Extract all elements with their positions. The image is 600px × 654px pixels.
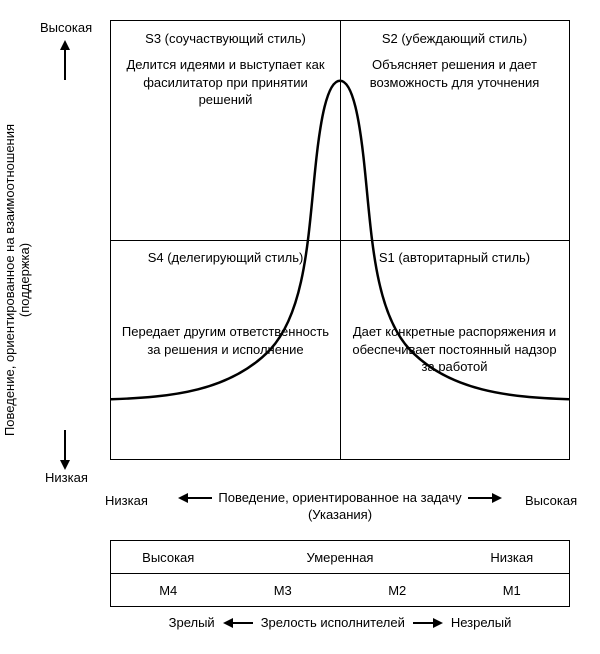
maturity-table: Высокая Умеренная Низкая M4 M3 M2 M1 <box>110 540 570 607</box>
arrow-down-icon <box>58 430 72 470</box>
quadrant-matrix: S3 (соучаствующий стиль) Делится идеями … <box>110 20 570 460</box>
s2-title: S2 (убеждающий стиль) <box>350 31 559 46</box>
maturity-table-data-row: M4 M3 M2 M1 <box>111 573 569 606</box>
y-axis-title-line1: Поведение, ориентированное на взаимоотно… <box>2 124 17 436</box>
x-axis-title-line2: (Указания) <box>110 507 570 522</box>
maturity-cell: M3 <box>226 583 341 598</box>
arrow-right-icon <box>413 617 443 629</box>
s3-desc: Делится идеями и выступает как фасилитат… <box>121 56 330 109</box>
quadrant-s3: S3 (соучаствующий стиль) Делится идеями … <box>111 21 340 240</box>
y-axis-low-label: Низкая <box>45 470 88 485</box>
y-axis-high-label: Высокая <box>40 20 92 35</box>
y-axis-title-line2: (поддержка) <box>17 243 32 317</box>
maturity-header: Умеренная <box>226 550 455 565</box>
quadrant-s1: S1 (авторитарный стиль) Дает конкретные … <box>340 240 569 459</box>
x-axis-title-block: Поведение, ориентированное на задачу (Ук… <box>110 490 570 522</box>
maturity-axis-left: Зрелый <box>169 615 215 630</box>
s3-title: S3 (соучаствующий стиль) <box>121 31 330 46</box>
x-axis-title-line1: Поведение, ориентированное на задачу <box>218 490 461 505</box>
maturity-cell: M2 <box>340 583 455 598</box>
arrow-left-icon <box>223 617 253 629</box>
diagram-root: Поведение, ориентированное на взаимоотно… <box>0 0 600 654</box>
maturity-header: Низкая <box>455 550 570 565</box>
maturity-axis-right: Незрелый <box>451 615 512 630</box>
s1-desc: Дает конкретные распоряжения и обеспечив… <box>350 323 559 376</box>
maturity-table-header-row: Высокая Умеренная Низкая <box>111 541 569 573</box>
y-axis-title: Поведение, ориентированное на взаимоотно… <box>6 50 28 510</box>
s4-title: S4 (делегирующий стиль) <box>121 250 330 265</box>
s2-desc: Объясняет решения и дает возможность для… <box>350 56 559 91</box>
maturity-axis-center: Зрелость исполнителей <box>261 615 405 630</box>
quadrant-s4: S4 (делегирующий стиль) Передает другим … <box>111 240 340 459</box>
maturity-header: Высокая <box>111 550 226 565</box>
arrow-left-icon <box>178 492 212 504</box>
s4-desc: Передает другим ответственность за решен… <box>121 323 330 358</box>
maturity-axis: Зрелый Зрелость исполнителей Незрелый <box>110 615 570 630</box>
arrow-up-icon <box>58 40 72 80</box>
maturity-cell: M1 <box>455 583 570 598</box>
s1-title: S1 (авторитарный стиль) <box>350 250 559 265</box>
maturity-cell: M4 <box>111 583 226 598</box>
arrow-right-icon <box>468 492 502 504</box>
quadrant-s2: S2 (убеждающий стиль) Объясняет решения … <box>340 21 569 240</box>
